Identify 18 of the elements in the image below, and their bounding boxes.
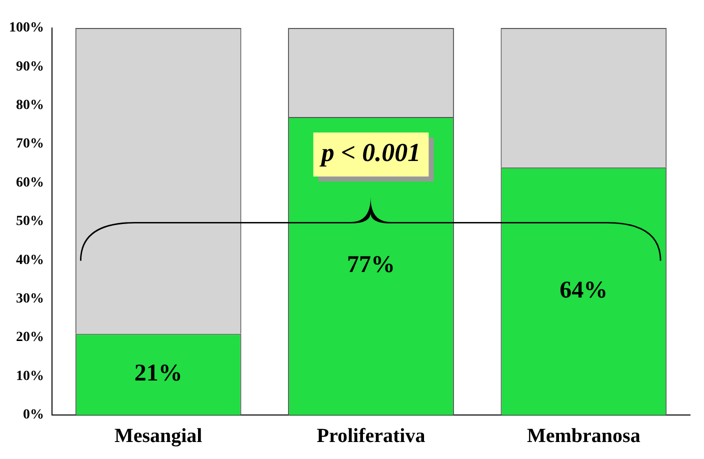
y-tick-label: 90% — [16, 59, 44, 74]
data-label: 77% — [347, 252, 395, 278]
data-label: 21% — [134, 360, 182, 387]
y-tick-label: 40% — [16, 252, 44, 268]
y-tick-label: 0% — [23, 408, 44, 423]
data-label: 64% — [560, 277, 608, 304]
y-tick-label: 70% — [16, 136, 44, 152]
annotation: p < 0.001 — [319, 138, 421, 168]
y-tick-label: 30% — [16, 292, 44, 307]
y-tick-label: 100% — [9, 20, 44, 36]
y-tick-label: 50% — [16, 214, 44, 230]
x-tick-label: Mesangial — [114, 425, 203, 448]
x-tick-label: Proliferativa — [316, 425, 426, 448]
y-tick-label: 10% — [16, 368, 44, 384]
y-tick-label: 80% — [16, 98, 44, 114]
y-tick-label: 60% — [16, 175, 44, 190]
x-tick-label: Membranosa — [527, 425, 640, 448]
y-tick-label: 20% — [16, 330, 44, 346]
